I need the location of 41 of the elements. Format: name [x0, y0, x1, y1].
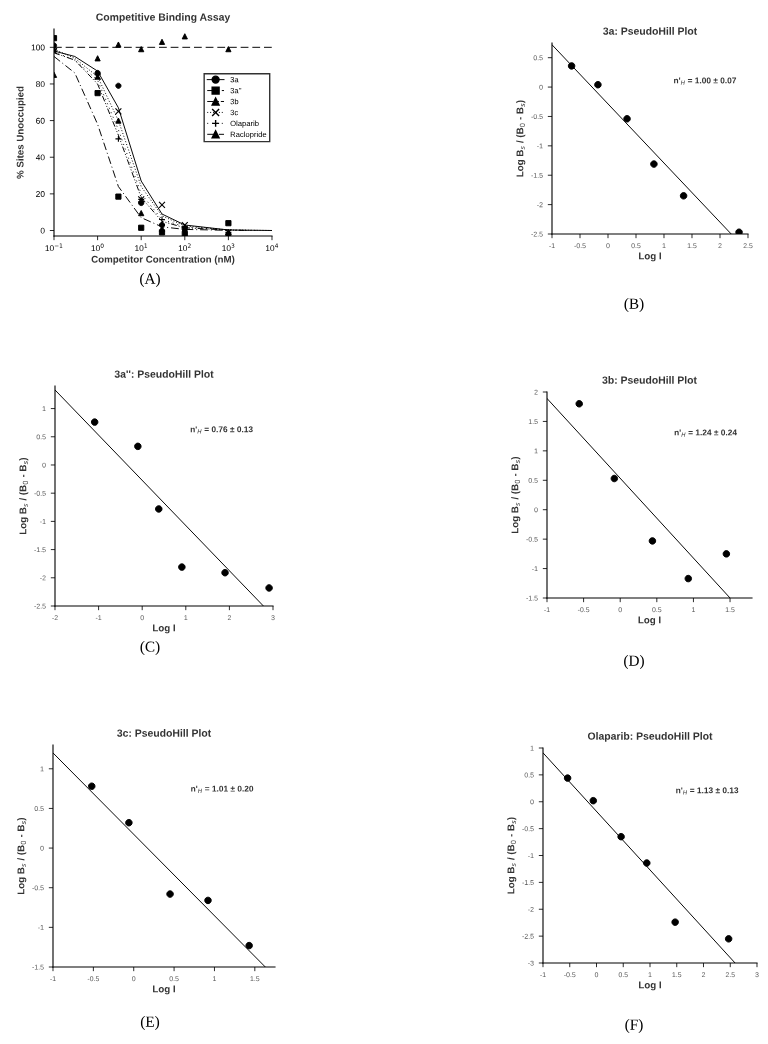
text: (E) — [140, 1016, 160, 1030]
x-tick-label: 10$^{4}$ — [265, 243, 279, 252]
chart-title: 3a: PseudoHill Plot — [603, 27, 698, 35]
y-axis-title: Log B$_{s}$ / (B$_{0}$ - B$_{s}$) — [516, 100, 526, 177]
text: (C) — [140, 641, 160, 655]
x-axis-title: Log I — [639, 981, 661, 991]
annotation: n'$_{H}$ = 1.00 ± 0.07 — [674, 77, 737, 85]
y-axis-title: Log B$_{s}$ / (B$_{0}$ - B$_{s}$) — [511, 456, 521, 534]
x-axis-title: Log I — [638, 616, 661, 626]
annotation: n'$_{H}$ = 1.13 ± 0.13 — [676, 787, 739, 795]
text: (B) — [624, 298, 644, 312]
y-tick-label: 0 — [40, 227, 45, 234]
y-tick-label: 100 — [31, 44, 45, 51]
annotation: n'$_{H}$ = 0.76 ± 0.13 — [190, 426, 253, 434]
x-axis-title: Log I — [153, 624, 175, 634]
chart-title: Competitive Binding Assay — [96, 13, 231, 23]
annotation: n'$_{H}$ = 1.24 ± 0.24 — [674, 429, 737, 437]
y-tick-label: 20 — [36, 191, 45, 197]
chart-title: 3c: PseudoHill Plot — [117, 729, 212, 737]
x-tick-label: 10$^{2}$ — [178, 243, 191, 252]
y-tick-label: 40 — [35, 154, 45, 161]
x-axis-title: Competitor Concentration (nM) — [91, 255, 235, 265]
chart-title: Olaparib: PseudoHill Plot — [587, 732, 713, 742]
y-axis-title: Log B$_{s}$ / (B$_{0}$ - B$_{s}$) — [19, 457, 29, 535]
y-tick-label: 60 — [36, 117, 45, 124]
x-tick-label: 10$^{0}$ — [91, 243, 104, 252]
annotation: n'$_{H}$ = 1.01 ± 0.20 — [191, 785, 254, 793]
x-tick-label: 10$^{3}$ — [222, 243, 235, 252]
y-axis-title: % Sites Unoccupied — [16, 86, 26, 179]
x-axis-title: Log I — [639, 252, 661, 262]
x-axis-title: Log I — [153, 985, 175, 995]
text: (A) — [140, 273, 160, 287]
chart-title: 3b: PseudoHill Plot — [602, 376, 697, 384]
y-tick-label: 80 — [36, 81, 45, 88]
text: (F) — [625, 1019, 643, 1033]
chart-title: 3a'': PseudoHill Plot — [114, 370, 214, 378]
x-tick-label: 10$^{−1}$ — [45, 243, 63, 252]
x-tick-label: 10$^{1}$ — [135, 243, 148, 252]
y-axis-title: Log B$_{s}$ / (B$_{0}$ - B$_{s}$) — [507, 817, 517, 894]
text: (D) — [624, 655, 644, 669]
y-axis-title: Log B$_{s}$ / (B$_{0}$ - B$_{s}$) — [17, 817, 27, 895]
